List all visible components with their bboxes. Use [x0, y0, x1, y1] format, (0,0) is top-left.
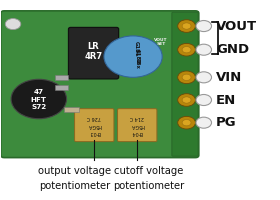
Circle shape — [178, 43, 195, 56]
Text: 47: 47 — [34, 89, 44, 95]
Circle shape — [182, 47, 191, 53]
Bar — [55, 85, 68, 90]
Circle shape — [178, 71, 195, 84]
Text: potentiometer: potentiometer — [39, 181, 111, 191]
Text: PG: PG — [216, 116, 237, 129]
Text: HFT: HFT — [31, 97, 47, 103]
Text: 4R7: 4R7 — [85, 52, 103, 61]
Circle shape — [178, 116, 195, 129]
Circle shape — [104, 36, 162, 77]
Text: LR: LR — [88, 42, 99, 51]
Text: 726 C: 726 C — [87, 115, 101, 120]
Circle shape — [182, 97, 191, 103]
FancyBboxPatch shape — [1, 11, 199, 158]
Circle shape — [196, 117, 211, 128]
Circle shape — [5, 19, 21, 30]
Circle shape — [182, 120, 191, 126]
Circle shape — [196, 44, 211, 55]
Text: GND: GND — [216, 43, 249, 56]
Text: output voltage: output voltage — [38, 166, 111, 176]
Circle shape — [196, 72, 211, 83]
Text: S72: S72 — [31, 104, 46, 110]
Text: cutoff voltage: cutoff voltage — [114, 166, 183, 176]
Text: VIN: VIN — [216, 71, 242, 84]
Text: potentiometer: potentiometer — [113, 181, 184, 191]
Circle shape — [182, 23, 191, 29]
Text: VOUT: VOUT — [216, 20, 257, 33]
Text: Bˢ03: Bˢ03 — [88, 130, 100, 135]
Text: H5GA: H5GA — [130, 123, 144, 128]
Circle shape — [11, 79, 67, 119]
Bar — [55, 75, 68, 80]
Circle shape — [178, 20, 195, 32]
Circle shape — [182, 74, 191, 80]
Circle shape — [196, 94, 211, 106]
Text: 1180: 1180 — [134, 49, 139, 64]
Text: VOUT
SET: VOUT SET — [154, 38, 167, 46]
Text: 16x: 16x — [134, 58, 139, 69]
Circle shape — [178, 94, 195, 106]
Text: Bˢ04: Bˢ04 — [132, 130, 143, 135]
Text: H5GA: H5GA — [87, 123, 101, 128]
FancyBboxPatch shape — [118, 109, 157, 142]
Text: G1BL: G1BL — [134, 41, 139, 56]
Text: 214 C: 214 C — [130, 115, 144, 120]
Circle shape — [196, 21, 211, 32]
FancyBboxPatch shape — [69, 27, 119, 79]
Bar — [64, 107, 79, 112]
Text: EN: EN — [216, 94, 237, 106]
FancyBboxPatch shape — [172, 12, 198, 156]
FancyBboxPatch shape — [74, 109, 114, 142]
